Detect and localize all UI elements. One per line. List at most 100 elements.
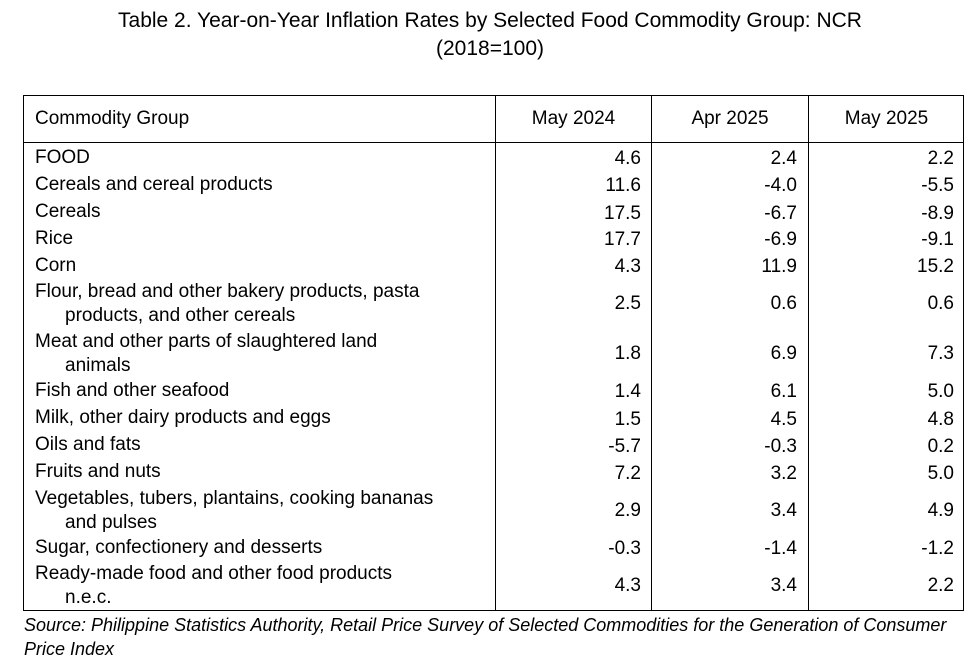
value-may-2025: -8.9 — [921, 203, 954, 224]
commodity-label-line2: n.e.c. — [65, 587, 112, 608]
table-row: FOOD 4.6 2.4 2.2 — [24, 146, 963, 172]
value-apr-2025: -6.9 — [764, 229, 797, 250]
column-divider — [808, 96, 809, 610]
commodity-label-line1: Meat and other parts of slaughtered land — [35, 331, 378, 352]
commodity-label-line1: Fruits and nuts — [35, 461, 161, 482]
value-may-2024: 4.3 — [614, 256, 641, 277]
value-may-2024: 4.3 — [614, 575, 641, 596]
table-row: Oils and fats -5.7 -0.3 0.2 — [24, 433, 963, 460]
value-may-2025: 7.3 — [927, 343, 954, 364]
value-may-2025: 15.2 — [917, 256, 954, 277]
value-may-2025: -5.5 — [921, 175, 954, 196]
value-apr-2025: 3.4 — [770, 500, 797, 521]
commodity-label-line1: Flour, bread and other bakery products, … — [35, 281, 420, 302]
value-apr-2025: -6.7 — [764, 203, 797, 224]
value-apr-2025: 2.4 — [770, 148, 797, 169]
header-divider — [24, 142, 963, 143]
commodity-label-line1: Sugar, confectionery and desserts — [35, 537, 323, 558]
value-may-2025: 5.0 — [927, 463, 954, 484]
value-may-2025: 2.2 — [927, 148, 954, 169]
value-may-2025: 4.8 — [927, 409, 954, 430]
commodity-label-line1: Ready-made food and other food products — [35, 563, 393, 584]
value-apr-2025: 3.2 — [770, 463, 797, 484]
header-apr-2025: Apr 2025 — [691, 108, 769, 129]
value-may-2025: -9.1 — [921, 229, 954, 250]
table-title: Table 2. Year-on-Year Inflation Rates by… — [118, 9, 862, 32]
table-row: Flour, bread and other bakery products, … — [24, 280, 963, 328]
commodity-label: Cereals — [35, 200, 495, 224]
commodity-label: Corn — [35, 254, 495, 278]
commodity-label: Cereals and cereal products — [35, 173, 495, 197]
commodity-label-line1: FOOD — [35, 147, 90, 168]
commodity-label-line1: Vegetables, tubers, plantains, cooking b… — [35, 488, 434, 509]
value-may-2025: 0.6 — [927, 293, 954, 314]
header-may-2025: May 2025 — [844, 108, 929, 129]
commodity-label: FOOD — [35, 146, 495, 170]
value-may-2025: 4.9 — [927, 500, 954, 521]
value-apr-2025: -0.3 — [764, 436, 797, 457]
commodity-label-line1: Milk, other dairy products and eggs — [35, 407, 331, 428]
value-apr-2025: 0.6 — [770, 293, 797, 314]
table-row: Corn 4.3 11.9 15.2 — [24, 254, 963, 280]
value-may-2024: 17.5 — [604, 203, 641, 224]
table-row: Vegetables, tubers, plantains, cooking b… — [24, 487, 963, 535]
table-row: Milk, other dairy products and eggs 1.5 4.… — [24, 406, 963, 433]
commodity-label: Ready-made food and other food products n… — [35, 562, 495, 610]
value-apr-2025: -1.4 — [764, 538, 797, 559]
commodity-label-line2: and pulses — [65, 512, 157, 533]
value-may-2024: 4.6 — [614, 148, 641, 169]
value-may-2025: 5.0 — [927, 381, 954, 402]
value-may-2025: 2.2 — [927, 575, 954, 596]
value-apr-2025: 4.5 — [770, 409, 797, 430]
commodity-label: Vegetables, tubers, plantains, cooking b… — [35, 487, 495, 535]
table-row: Fruits and nuts 7.2 3.2 5.0 — [24, 460, 963, 487]
value-may-2024: 11.6 — [605, 175, 641, 196]
header-commodity-group: Commodity Group — [35, 108, 190, 129]
value-may-2024: 1.8 — [614, 343, 641, 364]
commodity-label-line1: Fish and other seafood — [35, 380, 230, 401]
commodity-label-line1: Corn — [35, 255, 77, 276]
column-divider — [651, 96, 652, 610]
value-apr-2025: 3.4 — [770, 575, 797, 596]
value-may-2024: 2.9 — [614, 500, 641, 521]
commodity-label: Rice — [35, 227, 495, 251]
commodity-label: Milk, other dairy products and eggs — [35, 406, 495, 430]
table-row: Sugar, confectionery and desserts -0.3 -1.… — [24, 536, 963, 562]
value-may-2024: 7.2 — [614, 463, 641, 484]
commodity-label: Fish and other seafood — [35, 379, 495, 403]
table-row: Cereals 17.5 -6.7 -8.9 — [24, 200, 963, 227]
header-may-2024: May 2024 — [531, 108, 616, 129]
table-subtitle: (2018=100) — [435, 37, 544, 60]
value-may-2024: -5.7 — [608, 436, 641, 457]
source-note: Source: Philippine Statistics Authority,… — [24, 615, 947, 659]
commodity-label-line1: Cereals — [35, 201, 101, 222]
commodity-label-line2: animals — [65, 355, 131, 376]
value-may-2024: 1.4 — [614, 381, 641, 402]
value-may-2024: 1.5 — [614, 409, 641, 430]
table-row: Fish and other seafood 1.4 6.1 5.0 — [24, 379, 963, 405]
commodity-label: Sugar, confectionery and desserts — [35, 536, 495, 560]
value-may-2025: 0.2 — [927, 436, 954, 457]
value-apr-2025: 6.9 — [770, 343, 797, 364]
table-row: Rice 17.7 -6.9 -9.1 — [24, 227, 963, 253]
commodity-label: Fruits and nuts — [35, 460, 495, 484]
inflation-table: Commodity Group May 2024 Apr 2025 May 20… — [23, 95, 964, 611]
value-apr-2025: 6.1 — [770, 381, 797, 402]
commodity-label: Flour, bread and other bakery products, … — [35, 280, 495, 328]
commodity-label: Meat and other parts of slaughtered land… — [35, 330, 495, 378]
commodity-label-line1: Rice — [35, 228, 74, 249]
commodity-label-line1: Cereals and cereal products — [35, 174, 273, 195]
commodity-label-line1: Oils and fats — [35, 434, 141, 455]
value-may-2024: -0.3 — [608, 538, 641, 559]
value-may-2024: 17.7 — [604, 229, 641, 250]
value-apr-2025: 11.9 — [761, 256, 797, 277]
table-row: Ready-made food and other food products n… — [24, 562, 963, 610]
value-may-2024: 2.5 — [614, 293, 641, 314]
value-may-2025: -1.2 — [921, 538, 954, 559]
value-apr-2025: -4.0 — [764, 175, 797, 196]
table-row: Cereals and cereal products 11.6 -4.0 -5.5 — [24, 173, 963, 199]
commodity-label: Oils and fats — [35, 433, 495, 457]
column-divider — [495, 96, 496, 610]
commodity-label-line2: products, and other cereals — [65, 305, 296, 326]
table-row: Meat and other parts of slaughtered land… — [24, 330, 963, 378]
